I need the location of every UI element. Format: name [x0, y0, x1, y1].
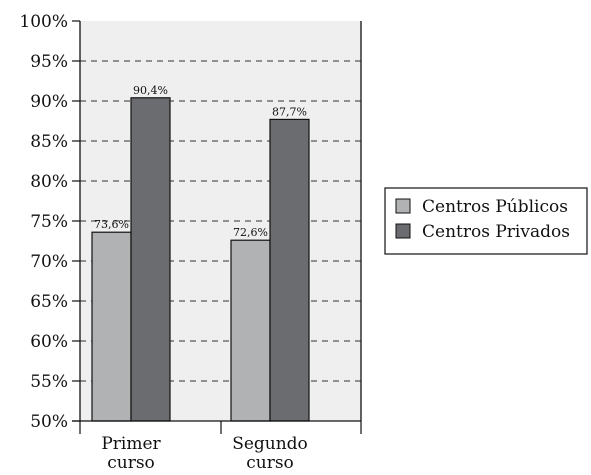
legend-swatch-publicos [395, 198, 411, 214]
bar-privados-0 [130, 97, 171, 422]
data-label: 87,7% [272, 105, 307, 118]
bar-publicos-0 [91, 231, 132, 422]
y-tick-label: 60% [30, 332, 68, 352]
y-tick-label: 100% [19, 12, 68, 32]
data-label: 90,4% [133, 84, 168, 97]
legend-box [384, 187, 588, 255]
y-tick-label: 50% [30, 412, 68, 432]
legend-label: Centros Privados [422, 222, 570, 242]
legend-swatch-privados [395, 223, 411, 239]
y-tick-label: 55% [30, 372, 68, 392]
data-label: 72,6% [233, 226, 268, 239]
bar-publicos-1 [230, 239, 271, 422]
y-tick-label: 85% [30, 132, 68, 152]
bar-privados-1 [269, 118, 310, 422]
data-label: 73,6% [94, 218, 129, 231]
y-tick-label: 65% [30, 292, 68, 312]
y-tick-label: 75% [30, 212, 68, 232]
x-category-label: curso [246, 453, 294, 473]
x-category-label: curso [107, 453, 155, 473]
y-tick-label: 70% [30, 252, 68, 272]
y-tick-label: 80% [30, 172, 68, 192]
y-tick-label: 90% [30, 92, 68, 112]
legend-label: Centros Públicos [422, 197, 568, 217]
y-tick-label: 95% [30, 52, 68, 72]
x-category-label: Segundo [232, 434, 308, 454]
x-category-label: Primer [101, 434, 161, 454]
